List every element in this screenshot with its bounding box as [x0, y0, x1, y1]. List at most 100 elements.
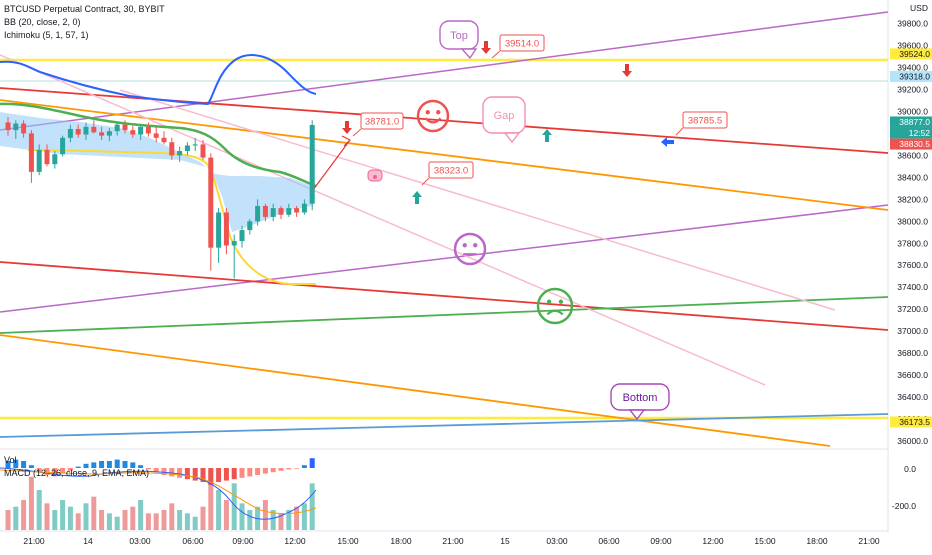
- legend-macd: MACD (12, 26, close, 9, EMA, EMA): [4, 468, 150, 478]
- price-tick-label: 37200.0: [897, 304, 928, 314]
- legend-bb: BB (20, close, 2, 0): [4, 17, 81, 27]
- volume-bar: [192, 516, 198, 530]
- volume-bar: [145, 513, 151, 530]
- candle-body: [278, 208, 284, 215]
- time-tick-label: 21:00: [442, 536, 464, 546]
- candle-body: [262, 205, 268, 217]
- legend-ichimoku: Ichimoku (5, 1, 57, 1): [4, 30, 89, 40]
- macd-histogram-bar: [255, 468, 261, 475]
- sad-face-icon-mouth: [546, 309, 564, 316]
- gap-label-bubble-tail: [503, 132, 521, 144]
- price-tick-label: 37400.0: [897, 282, 928, 292]
- annotation-38323-pointer: [421, 177, 430, 186]
- candle-body: [270, 208, 276, 217]
- time-tick-label: 06:00: [182, 536, 204, 546]
- ichimoku-cloud: [0, 112, 313, 232]
- macd-histogram-bar: [75, 466, 81, 468]
- macd-histogram-bar: [122, 461, 128, 468]
- price-tick-label: 36000.0: [897, 436, 928, 446]
- volume-bar: [21, 500, 27, 530]
- candle-body: [239, 230, 245, 242]
- annotation-38781-box: [360, 112, 404, 130]
- trendline-purple-lower: [0, 204, 889, 313]
- volume-bar: [122, 510, 128, 530]
- volume-bar: [231, 483, 237, 530]
- macd-histogram-bar: [44, 468, 50, 475]
- candle-body: [60, 137, 66, 155]
- macd-histogram-bar: [28, 465, 34, 468]
- projection-arrowhead: [341, 135, 352, 147]
- gap-label-bubble: [482, 96, 526, 134]
- macd-histogram-bar: [239, 468, 245, 478]
- price-axis-label-box: [890, 138, 932, 150]
- neutral-face-icon: [453, 232, 487, 266]
- macd-histogram-bar: [294, 468, 300, 469]
- macd-histogram-bar: [138, 465, 144, 468]
- currency-label: USD: [910, 3, 928, 13]
- time-tick-label: 03:00: [129, 536, 151, 546]
- price-tick-label: 38000.0: [897, 216, 928, 226]
- volume-bar: [184, 513, 190, 530]
- time-tick-label: 15:00: [754, 536, 776, 546]
- annotation-38785-box: [682, 111, 728, 129]
- price-tick-label: 39200.0: [897, 84, 928, 94]
- macd-histogram-bar: [106, 461, 112, 468]
- annotation-38323: 38323.0: [434, 166, 468, 177]
- price-tick-label: 39400.0: [897, 63, 928, 73]
- up-arrow-icon: [412, 191, 422, 204]
- candle-body: [130, 130, 136, 135]
- volume-bar: [309, 483, 315, 530]
- sad-face-icon-eye: [558, 299, 564, 304]
- macd-histogram-bar: [5, 461, 11, 468]
- down-arrow-icon: [622, 64, 632, 77]
- legend-symbol: BTCUSD Perpetual Contract, 30, BYBIT: [4, 4, 165, 14]
- bb-lower-line: [27, 149, 316, 285]
- volume-bar: [60, 500, 66, 530]
- price-axis-label: 39524.0: [899, 49, 930, 59]
- volume-bar: [106, 513, 112, 530]
- volume-bar: [239, 503, 245, 530]
- volume-bar: [216, 490, 222, 530]
- candle-body: [21, 123, 27, 134]
- price-tick-label: 37800.0: [897, 238, 928, 248]
- price-tick-label: 37600.0: [897, 260, 928, 270]
- volume-bar: [270, 510, 276, 530]
- macd-tick-label: -200.0: [892, 501, 916, 511]
- macd-histogram-bar: [208, 468, 214, 485]
- volume-bar: [301, 503, 307, 530]
- price-axis-label: 38830.5: [899, 139, 930, 149]
- candle-body: [294, 208, 300, 213]
- volume-bar: [177, 510, 183, 530]
- sad-face-icon-eye: [546, 299, 552, 304]
- annotation-39514-pointer: [491, 50, 501, 59]
- candle-body: [114, 124, 120, 132]
- candle-body: [184, 145, 190, 151]
- candle-body: [161, 137, 167, 143]
- neutral-face-icon-eye: [473, 243, 478, 248]
- price-tick-label: 39000.0: [897, 106, 928, 116]
- candle-body: [223, 212, 229, 246]
- price-axis-label-box: [890, 127, 932, 139]
- volume-bar: [91, 496, 97, 530]
- volume-bar: [13, 506, 19, 530]
- macd-tick-label: 0.0: [904, 464, 916, 474]
- price-axis-label-box: [890, 48, 932, 60]
- macd-histogram-bar: [200, 468, 206, 482]
- macd-histogram-bar: [184, 468, 190, 480]
- candle-body: [44, 149, 50, 165]
- price-tick-label: 36600.0: [897, 370, 928, 380]
- macd-histogram-bar: [60, 468, 66, 474]
- time-tick-label: 21:00: [858, 536, 880, 546]
- macd-histogram-bar: [99, 461, 105, 468]
- price-axis-label: 39318.0: [899, 72, 930, 82]
- candle-body: [192, 144, 198, 146]
- time-tick-label: 12:00: [702, 536, 724, 546]
- candle-body: [28, 133, 34, 172]
- bottom-label: Bottom: [623, 392, 658, 404]
- macd-histogram-bar: [231, 468, 237, 480]
- macd-histogram-bar: [270, 468, 276, 473]
- volume-bar: [278, 513, 284, 530]
- macd-histogram-bar: [36, 468, 42, 473]
- candle-body: [286, 208, 292, 215]
